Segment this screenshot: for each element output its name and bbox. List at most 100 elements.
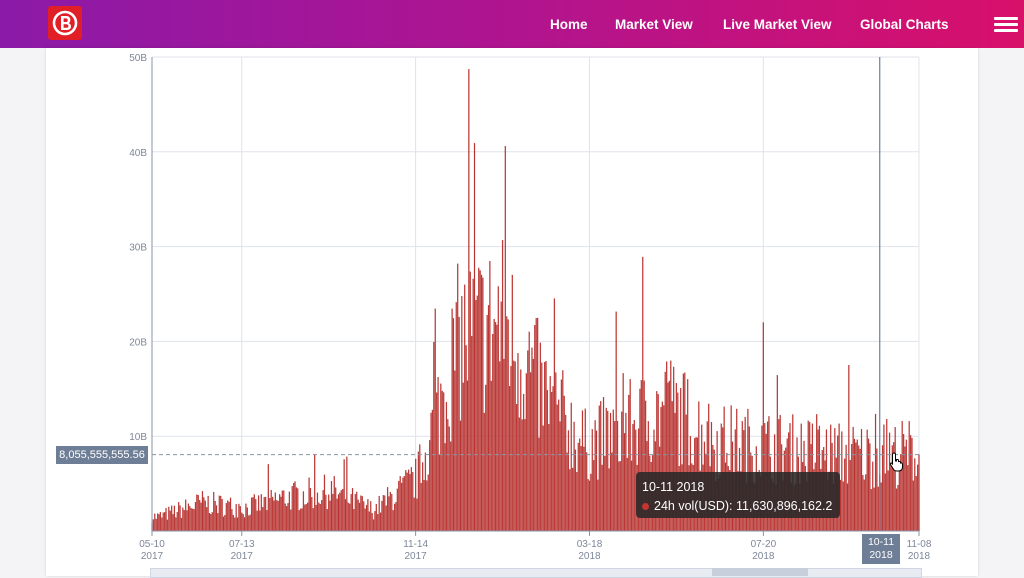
volume-bar xyxy=(311,497,313,532)
volume-bar xyxy=(314,454,316,532)
volume-bar xyxy=(315,504,317,532)
volume-bar xyxy=(382,495,384,532)
volume-bar xyxy=(475,300,477,532)
volume-bar xyxy=(322,490,324,532)
volume-bar xyxy=(525,373,527,532)
volume-bar xyxy=(856,439,858,532)
volume-bar xyxy=(902,433,905,532)
volume-bar xyxy=(165,508,167,532)
volume-bar xyxy=(884,473,886,532)
volume-bar xyxy=(243,517,246,532)
crosshair-x-label: 10-11 2018 xyxy=(862,534,900,564)
x-tick-label: 03-18 xyxy=(577,539,603,550)
volume-bar xyxy=(169,510,171,532)
volume-bar xyxy=(490,380,492,532)
volume-bar xyxy=(614,421,616,532)
volume-bar xyxy=(487,305,490,532)
volume-bar xyxy=(918,454,920,532)
volume-bar xyxy=(370,501,372,532)
volume-bar xyxy=(312,508,314,532)
volume-bar xyxy=(618,461,620,532)
volume-bar xyxy=(295,487,298,532)
volume-bar xyxy=(365,504,368,532)
volume-bar xyxy=(535,318,537,532)
nav-market-view[interactable]: Market View xyxy=(615,16,693,32)
volume-bar xyxy=(264,496,267,532)
volume-bar xyxy=(426,480,428,532)
volume-bar xyxy=(284,503,286,532)
hamburger-menu-icon[interactable] xyxy=(994,14,1018,34)
datazoom-handle[interactable] xyxy=(712,568,808,576)
volume-bar xyxy=(480,274,483,532)
volume-bar xyxy=(489,261,491,532)
nav-home[interactable]: Home xyxy=(550,16,588,32)
volume-bar xyxy=(283,490,285,532)
volume-bar xyxy=(545,360,547,532)
volume-bar xyxy=(316,492,319,532)
volume-bar xyxy=(399,476,401,532)
volume-bar xyxy=(521,419,523,532)
volume-bar xyxy=(430,412,432,532)
x-tick-year: 2017 xyxy=(231,551,254,562)
volume-bar xyxy=(332,493,334,532)
volume-bar xyxy=(848,365,850,532)
x-tick-label: 05-10 xyxy=(139,539,165,550)
crosshair-x-year: 2018 xyxy=(869,549,893,561)
volume-bar xyxy=(408,469,410,532)
volume-bar xyxy=(196,494,198,532)
site-logo[interactable] xyxy=(48,6,82,40)
volume-bar xyxy=(266,510,268,532)
volume-bar xyxy=(890,463,892,532)
y-tick-label: 20B xyxy=(129,337,147,348)
tooltip-series: 24h vol(USD) xyxy=(654,499,730,513)
volume-bar xyxy=(262,507,264,532)
volume-bar xyxy=(361,496,363,532)
volume-bar xyxy=(597,479,599,532)
volume-bar xyxy=(499,361,501,532)
volume-bar xyxy=(245,503,247,532)
volume-bar xyxy=(201,491,204,532)
volume-bar xyxy=(228,501,230,532)
volume-bar xyxy=(301,508,303,532)
volume-bar xyxy=(601,464,603,532)
volume-bar xyxy=(241,512,243,532)
volume-bar xyxy=(206,507,208,532)
volume-bar xyxy=(434,308,436,532)
volume-bar xyxy=(235,504,237,532)
nav-global-charts[interactable]: Global Charts xyxy=(860,16,949,32)
volume-bar xyxy=(333,476,335,532)
volume-bar xyxy=(274,492,276,532)
volume-bar xyxy=(880,482,882,532)
volume-bar xyxy=(179,505,181,532)
volume-bar xyxy=(271,496,274,532)
volume-bar xyxy=(406,472,408,532)
nav-live-market-view[interactable]: Live Market View xyxy=(723,16,832,32)
volume-bar xyxy=(257,495,260,532)
volume-bar xyxy=(895,488,898,532)
volume-bar xyxy=(901,421,903,532)
volume-bar xyxy=(566,452,568,532)
volume-bar xyxy=(182,507,184,532)
x-tick-label: 07-20 xyxy=(751,539,777,550)
chart-tooltip: 10-11 2018 24h vol(USD): 11,630,896,162.… xyxy=(636,472,840,518)
volume-bar xyxy=(374,511,376,532)
volume-bar xyxy=(555,372,557,532)
volume-bar xyxy=(222,516,225,532)
volume-bar xyxy=(584,408,586,532)
volume-bar xyxy=(520,369,522,532)
volume-bar xyxy=(576,472,578,532)
x-tick-year: 2017 xyxy=(141,551,164,562)
volume-bar xyxy=(594,420,596,532)
volume-bar xyxy=(842,481,844,532)
volume-bar xyxy=(466,380,469,532)
volume-bar xyxy=(517,353,519,532)
volume-bar xyxy=(349,503,351,532)
volume-bar xyxy=(402,477,404,532)
volume-bar xyxy=(319,503,321,532)
volume-bar xyxy=(354,494,356,532)
y-tick-label: 30B xyxy=(129,243,147,254)
volume-bar xyxy=(389,491,391,532)
volume-bar xyxy=(501,240,504,532)
volume-bar xyxy=(872,461,874,532)
